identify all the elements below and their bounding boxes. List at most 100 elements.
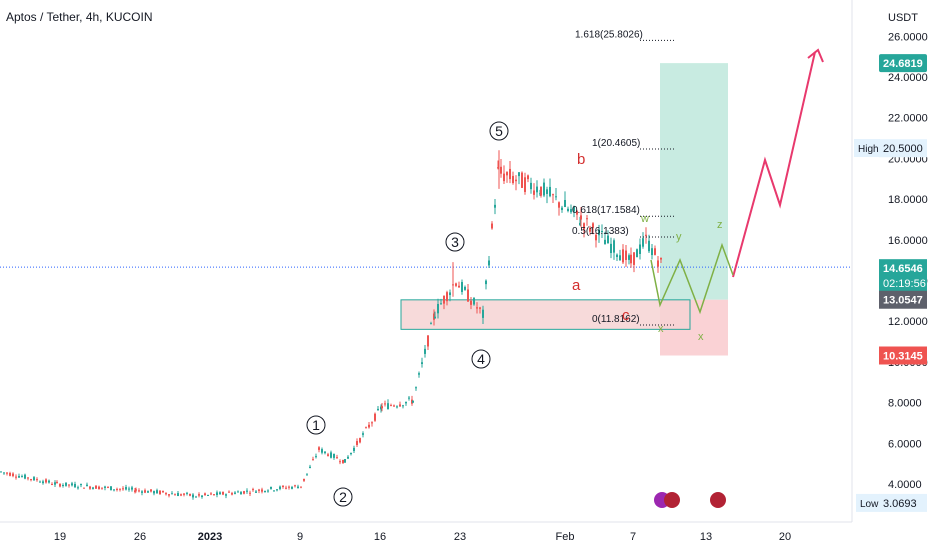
- candle-body: [174, 494, 176, 496]
- candle-body: [491, 223, 493, 229]
- candle-body: [536, 186, 538, 193]
- candle-body: [628, 255, 630, 260]
- candle-body: [476, 307, 478, 309]
- candle-body: [207, 494, 209, 496]
- candle-body: [589, 227, 591, 232]
- wave-x-label: x: [658, 323, 664, 335]
- candle-body: [113, 489, 115, 491]
- candle-body: [216, 492, 218, 496]
- candle-body: [424, 348, 426, 354]
- candle-body: [231, 493, 233, 495]
- candle-body: [24, 474, 26, 479]
- candle-body: [473, 298, 475, 305]
- wave-4-label: 4: [477, 351, 485, 367]
- candle-body: [74, 483, 76, 488]
- candle-body: [482, 309, 484, 318]
- candle-body: [246, 490, 248, 492]
- candle-body: [107, 486, 109, 488]
- candle-body: [135, 489, 137, 491]
- fib-level-label: 1.618(25.8026): [575, 29, 643, 40]
- wave-w-label: w: [640, 213, 649, 225]
- candle-body: [412, 400, 414, 403]
- high-value-bg: [879, 139, 927, 158]
- candle-body: [18, 475, 20, 478]
- entry-bg: [879, 290, 927, 309]
- stop-loss-price: 10.3145: [883, 350, 923, 362]
- candle-body: [51, 484, 53, 486]
- candle-body: [497, 167, 499, 169]
- candle-body: [3, 472, 5, 474]
- candle-body: [636, 249, 638, 258]
- candle-body: [180, 494, 182, 496]
- candle-body: [461, 282, 463, 292]
- candle-body: [273, 490, 275, 492]
- x-tick-label: 2023: [198, 531, 222, 543]
- candle-body: [396, 406, 398, 408]
- candle-body: [204, 493, 206, 496]
- candle-body: [443, 296, 445, 304]
- candle-body: [71, 483, 73, 486]
- candle-body: [68, 484, 70, 486]
- wave-2-label: 2: [339, 489, 347, 505]
- candle-body: [660, 257, 662, 260]
- candle-body: [147, 491, 149, 493]
- fib-level-label: 0(11.8162): [592, 314, 640, 325]
- candle-body: [101, 487, 103, 489]
- candle-body: [330, 452, 332, 458]
- candle-body: [384, 403, 386, 405]
- candle-body: [297, 486, 299, 489]
- candle-body: [616, 254, 618, 257]
- candle-body: [77, 487, 79, 489]
- candle-body: [515, 179, 517, 182]
- candle-body: [141, 491, 143, 493]
- candle-body: [30, 479, 32, 481]
- candle-body: [434, 316, 436, 319]
- candle-body: [657, 260, 659, 267]
- candle-body: [168, 494, 170, 496]
- candle-body: [402, 405, 404, 407]
- us-flag-icon[interactable]: [710, 492, 726, 508]
- wxyxz-path: [650, 242, 734, 315]
- candle-body: [604, 239, 606, 245]
- candle-body: [201, 495, 203, 498]
- us-flag-icon[interactable]: [664, 492, 680, 508]
- candle-body: [21, 476, 23, 478]
- candle-body: [333, 454, 335, 458]
- x-tick-label: 9: [297, 531, 303, 543]
- candle-body: [252, 489, 254, 491]
- candle-body: [303, 478, 305, 481]
- candle-body: [630, 254, 632, 264]
- candle-body: [264, 490, 266, 493]
- y-tick-label: 16.0000: [888, 235, 928, 247]
- candle-body: [567, 208, 569, 212]
- wave-3-circle: [445, 232, 465, 252]
- candle-body: [128, 488, 130, 490]
- candle-body: [144, 490, 146, 493]
- candle-body: [39, 481, 41, 483]
- support-box[interactable]: [400, 299, 691, 330]
- candle-body: [270, 486, 272, 489]
- candle-body: [512, 175, 514, 184]
- candle-body: [503, 173, 505, 182]
- candle-body: [156, 490, 158, 494]
- candle-body: [54, 482, 56, 485]
- current-price-bg: [879, 259, 927, 292]
- candle-body: [639, 244, 641, 254]
- candle-body: [446, 292, 448, 302]
- candle-body: [592, 223, 594, 228]
- candle-body: [365, 427, 367, 429]
- candle-body: [342, 459, 344, 464]
- candle-body: [530, 182, 532, 190]
- chart-title: Aptos / Tether, 4h, KUCOIN: [6, 10, 153, 24]
- wave-1-label: 1: [312, 417, 320, 433]
- candle-body: [258, 489, 260, 491]
- candle-body: [467, 289, 469, 302]
- candle-body: [506, 172, 508, 176]
- fib-level-label: 1(20.4605): [592, 138, 640, 149]
- y-tick-label: 8.0000: [888, 398, 922, 410]
- x-tick-label: 26: [134, 531, 146, 543]
- x-tick-label: Feb: [556, 531, 575, 543]
- candle-body: [561, 207, 563, 210]
- low-tag: Low: [860, 499, 879, 510]
